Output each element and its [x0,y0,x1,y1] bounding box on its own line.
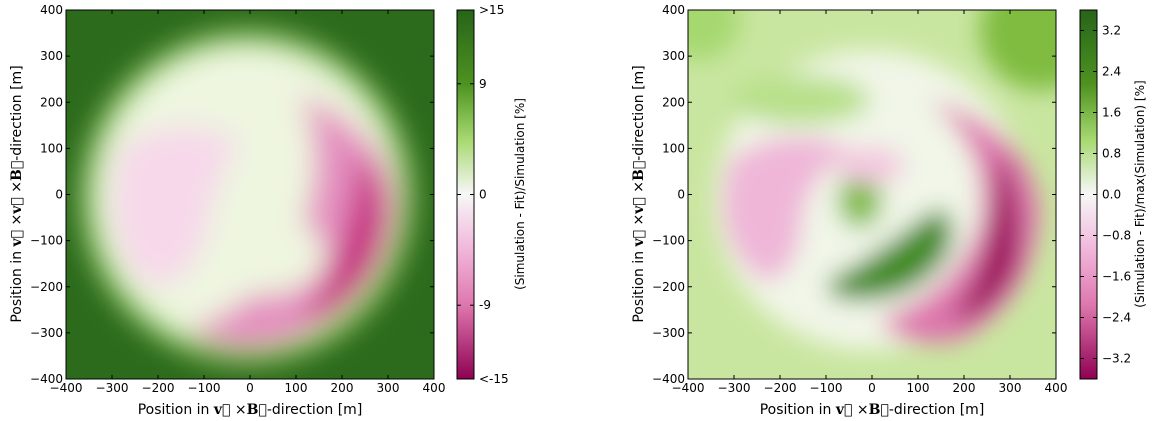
colorbar-tick-label: >15 [479,3,504,17]
right-green-band [730,75,870,125]
right-corner-green [980,10,1056,90]
x-tick-label: 0 [246,381,254,395]
y-tick-label: 200 [40,95,63,109]
right-negative-arc-core [950,150,1020,320]
y-tick-label: −100 [30,234,63,248]
colorbar-tick-label: 3.2 [1102,24,1121,38]
right-corner-green-2 [688,10,740,60]
x-tick-label: −200 [764,381,797,395]
x-tick-label: 300 [377,381,400,395]
y-tick-label: −100 [652,234,685,248]
colorbar-tick-label: −1.6 [1102,270,1131,284]
y-tick-label: 100 [662,141,685,155]
y-tick-label: −400 [652,372,685,386]
colorbar-tick-label: −3.2 [1102,352,1131,366]
colorbar-tick-label: 0 [479,188,487,202]
left-colorbar-label: (Simulation - Fit)/Simulation [%] [513,98,527,290]
left-x-axis-label: Position in v⃗ ×B⃗-direction [m] [138,402,363,418]
right-heatmap [688,10,1056,379]
x-tick-label: 0 [868,381,876,395]
x-tick-label: 400 [423,381,446,395]
x-tick-label: −100 [810,381,843,395]
colorbar-tick-label: 1.6 [1102,106,1121,120]
left-axis-ticks: −400 −300 −200 −100 0 100 200 300 400 −400 −300 −20… [30,3,445,395]
right-colorbar-label: (Simulation - Fit)/max(Simulation) [%] [1133,80,1147,307]
right-negative-lobe [723,137,850,280]
y-tick-label: −200 [652,280,685,294]
right-colorbar-ticks: 3.2 2.4 1.6 0.8 0.0 −0.8 −1.6 −2.4 −3.2 [1080,24,1131,366]
colorbar-tick-label: −2.4 [1102,311,1131,325]
colorbar-tick-label: −0.8 [1102,229,1131,243]
right-center-positive [838,172,882,228]
y-tick-label: −300 [30,326,63,340]
x-tick-label: 300 [999,381,1022,395]
x-tick-label: 400 [1045,381,1068,395]
left-positive-lobe [205,215,325,295]
left-heatmap [66,10,434,379]
x-tick-label: 100 [907,381,930,395]
left-colorbar-ticks: >15 9 0 -9 <-15 [457,3,509,386]
colorbar-tick-label: 9 [479,77,487,91]
y-tick-label: 300 [662,49,685,63]
colorbar-tick-label: -9 [479,298,491,312]
y-tick-label: 400 [662,3,685,17]
y-tick-label: 0 [677,188,685,202]
x-tick-label: 200 [331,381,354,395]
colorbar-tick-label: 0.0 [1102,188,1121,202]
y-tick-label: 400 [40,3,63,17]
colorbar-tick-label: 2.4 [1102,65,1121,79]
colorbar-tick-label: <-15 [479,372,509,386]
x-tick-label: 200 [953,381,976,395]
x-tick-label: −300 [96,381,129,395]
right-x-axis-label: Position in v⃗ ×B⃗-direction [m] [760,402,985,418]
y-tick-label: 200 [662,95,685,109]
left-negative-arc-core [300,150,383,320]
x-tick-label: −400 [672,381,705,395]
y-tick-label: −200 [30,280,63,294]
y-tick-label: −400 [30,372,63,386]
y-tick-label: −300 [652,326,685,340]
colorbar-tick-label: 0.8 [1102,147,1121,161]
x-tick-label: 100 [285,381,308,395]
y-tick-label: 100 [40,141,63,155]
x-tick-label: −200 [142,381,175,395]
left-negative-lobe [113,127,240,285]
x-tick-label: −100 [188,381,221,395]
right-y-axis-label: Position in v⃗ ×v⃗ ×B⃗-direction [m] [631,65,647,322]
right-positive-lobe [828,210,952,300]
x-tick-label: −300 [718,381,751,395]
y-tick-label: 0 [55,188,63,202]
left-y-axis-label: Position in v⃗ ×v⃗ ×B⃗-direction [m] [9,65,25,322]
right-axis-ticks: −400 −300 −200 −100 0 100 200 300 400 −400 −300 −20… [652,3,1067,395]
x-tick-label: −400 [50,381,83,395]
right-center-ring [835,147,905,183]
y-tick-label: 300 [40,49,63,63]
